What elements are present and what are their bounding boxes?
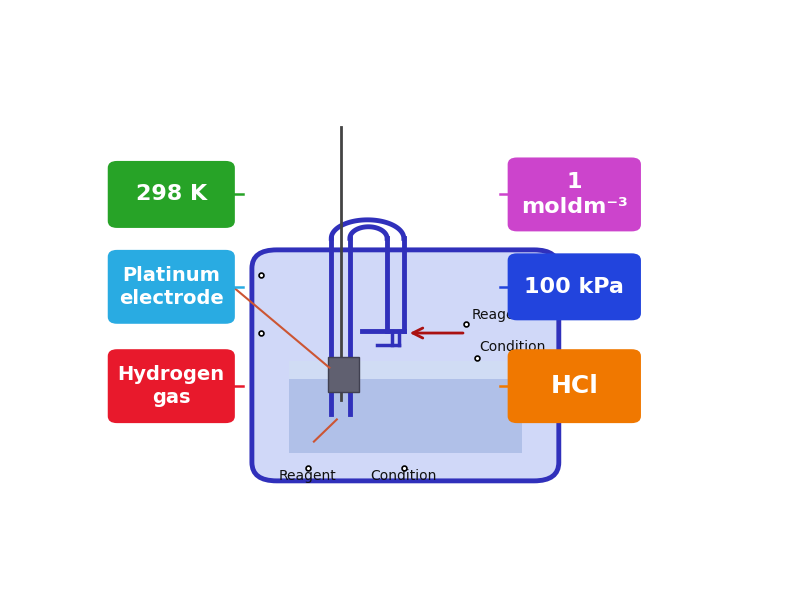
FancyBboxPatch shape — [252, 250, 558, 481]
Text: Condition: Condition — [479, 340, 546, 354]
Text: Platinum
electrode: Platinum electrode — [119, 266, 224, 308]
Text: 100 kPa: 100 kPa — [524, 277, 624, 297]
Text: 298 K: 298 K — [136, 184, 207, 205]
FancyBboxPatch shape — [108, 161, 235, 228]
Polygon shape — [289, 361, 522, 379]
Polygon shape — [289, 379, 522, 453]
Text: Reagent: Reagent — [279, 469, 337, 483]
Text: 1
moldm⁻³: 1 moldm⁻³ — [521, 172, 628, 217]
FancyBboxPatch shape — [508, 157, 641, 232]
Text: Reagent: Reagent — [472, 308, 530, 322]
FancyBboxPatch shape — [108, 349, 235, 423]
Text: HCl: HCl — [550, 374, 598, 398]
FancyBboxPatch shape — [328, 357, 359, 392]
FancyBboxPatch shape — [508, 253, 641, 320]
Text: Hydrogen
gas: Hydrogen gas — [118, 365, 225, 407]
FancyBboxPatch shape — [108, 250, 235, 324]
FancyBboxPatch shape — [508, 349, 641, 423]
Text: Condition: Condition — [370, 469, 437, 483]
